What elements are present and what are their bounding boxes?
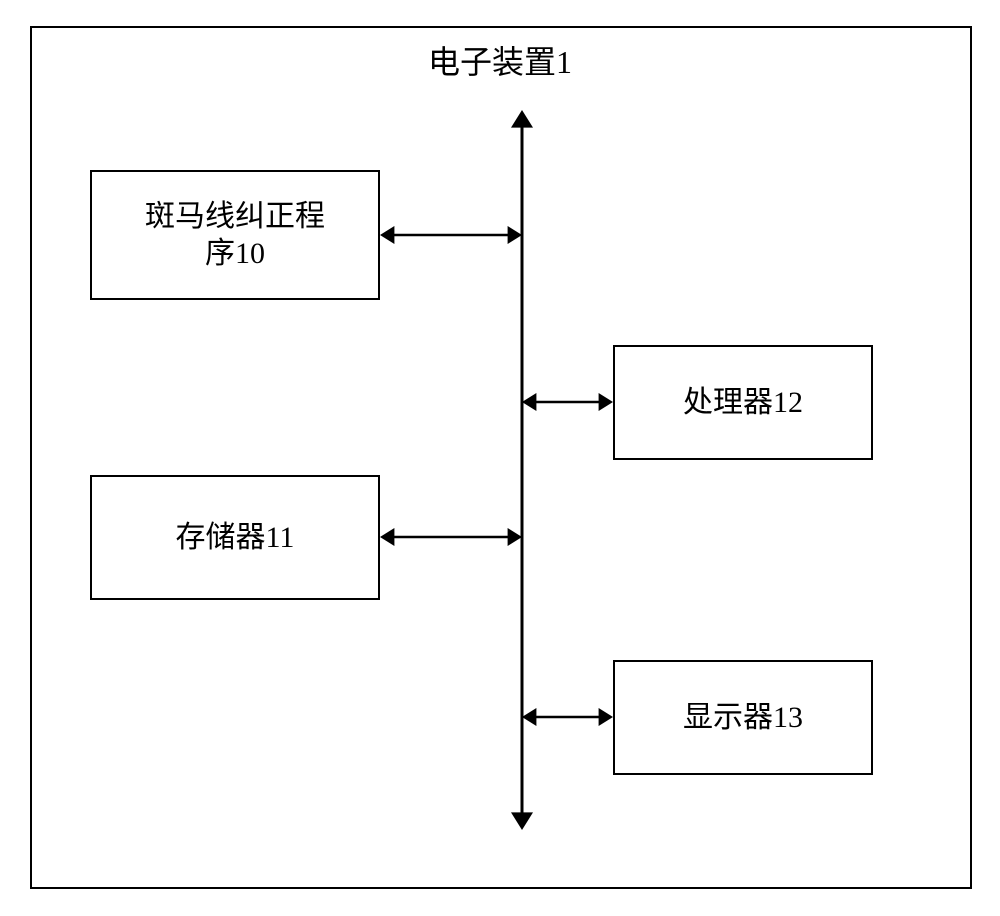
block-crosswalk-correction-program-10: 斑马线纠正程序10 [90, 170, 380, 300]
block-display-13: 显示器13 [613, 660, 873, 775]
diagram-title: 电子装置1 [428, 37, 572, 83]
block-label: 斑马线纠正程序10 [141, 194, 329, 277]
block-label: 显示器13 [679, 695, 807, 741]
block-processor-12: 处理器12 [613, 345, 873, 460]
block-label: 存储器11 [172, 515, 299, 561]
diagram-canvas: 电子装置1 斑马线纠正程序10 处理器12 存储器11 显示器13 [0, 0, 1000, 916]
diagram-title-text: 电子装置1 [428, 44, 572, 80]
block-memory-11: 存储器11 [90, 475, 380, 600]
block-label: 处理器12 [679, 380, 807, 426]
